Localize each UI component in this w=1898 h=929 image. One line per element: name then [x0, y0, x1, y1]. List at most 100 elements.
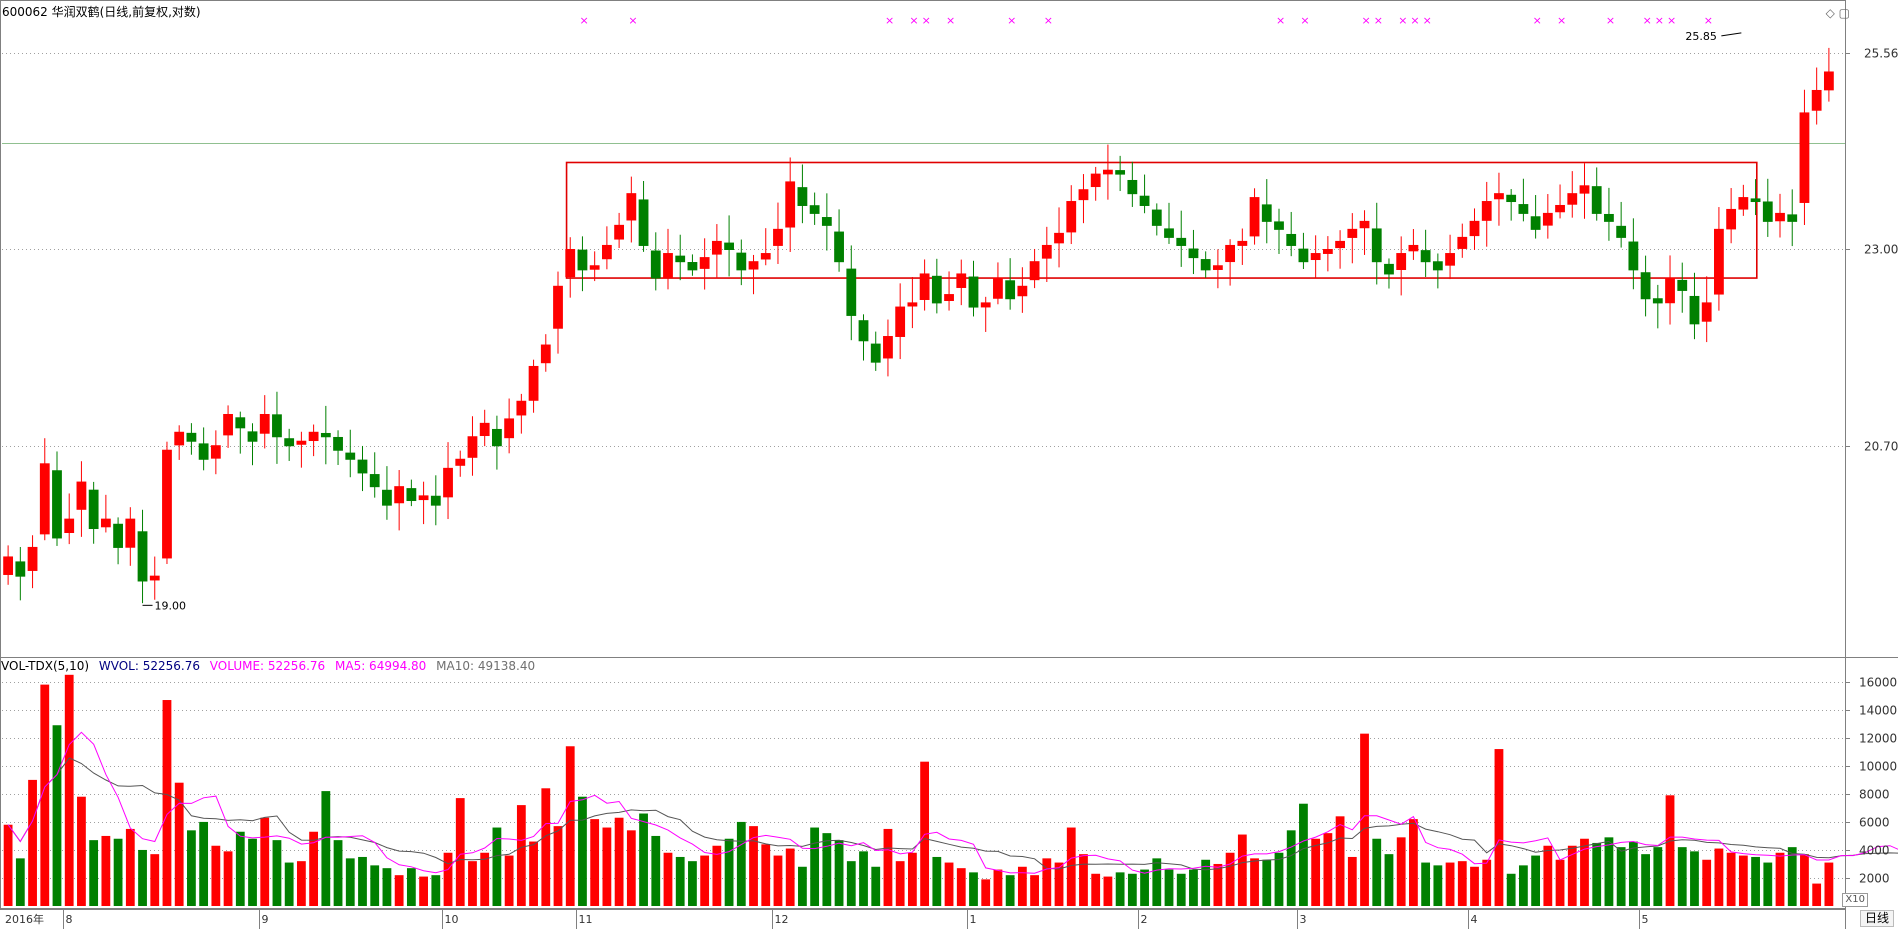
candle[interactable]: [1005, 258, 1016, 310]
candle[interactable]: [369, 452, 380, 498]
candle[interactable]: [675, 234, 686, 281]
candle[interactable]: [1078, 174, 1089, 224]
candle[interactable]: [186, 423, 197, 455]
window-controls-icon[interactable]: ◇ ▢: [1825, 6, 1850, 20]
candle[interactable]: [1359, 210, 1370, 255]
candle[interactable]: [394, 470, 405, 531]
candle[interactable]: [1261, 179, 1272, 244]
candle[interactable]: [406, 479, 417, 507]
candle[interactable]: [210, 430, 221, 475]
candle[interactable]: [956, 259, 967, 306]
candle[interactable]: [773, 202, 783, 264]
candle[interactable]: [1347, 213, 1358, 264]
candle[interactable]: [1054, 207, 1064, 268]
candle[interactable]: [785, 157, 796, 252]
candle[interactable]: [1310, 235, 1321, 278]
candle[interactable]: [601, 226, 612, 270]
candle[interactable]: [149, 556, 160, 600]
candle[interactable]: [1200, 251, 1211, 278]
candle[interactable]: [443, 442, 453, 520]
candle[interactable]: [1652, 284, 1663, 329]
candle[interactable]: [125, 507, 136, 566]
candle[interactable]: [663, 228, 673, 290]
candle[interactable]: [430, 475, 441, 526]
candle[interactable]: [162, 441, 172, 564]
candle[interactable]: [821, 193, 832, 251]
candle[interactable]: [724, 215, 734, 277]
candle[interactable]: [1090, 166, 1101, 201]
candle[interactable]: [1518, 178, 1529, 222]
candle[interactable]: [1127, 161, 1138, 207]
candle[interactable]: [528, 359, 539, 413]
candle[interactable]: [1689, 272, 1700, 340]
candle[interactable]: [993, 262, 1003, 305]
candle[interactable]: [577, 236, 588, 292]
candle[interactable]: [1469, 208, 1480, 250]
candle[interactable]: [88, 481, 99, 544]
candle[interactable]: [931, 258, 942, 314]
candle[interactable]: [980, 296, 991, 332]
candle[interactable]: [479, 409, 490, 447]
candle[interactable]: [113, 517, 123, 565]
candle[interactable]: [1787, 189, 1798, 247]
candle[interactable]: [1237, 228, 1248, 265]
candle[interactable]: [1640, 255, 1651, 317]
candle[interactable]: [1225, 239, 1236, 286]
candlestick-series[interactable]: [3, 47, 1834, 604]
candle[interactable]: [223, 405, 233, 448]
candle[interactable]: [137, 509, 148, 604]
candle[interactable]: [1799, 89, 1810, 225]
candle[interactable]: [284, 428, 295, 461]
candle[interactable]: [15, 546, 26, 601]
candle[interactable]: [1481, 181, 1492, 247]
candle[interactable]: [1494, 172, 1504, 226]
candle[interactable]: [736, 239, 747, 286]
candle[interactable]: [1738, 184, 1749, 216]
candle[interactable]: [345, 429, 356, 478]
candle[interactable]: [296, 431, 307, 468]
candle[interactable]: [809, 192, 820, 225]
candle[interactable]: [1750, 179, 1761, 216]
candle[interactable]: [1714, 207, 1724, 311]
candle[interactable]: [1762, 178, 1773, 237]
candle[interactable]: [504, 398, 515, 454]
candle[interactable]: [247, 423, 258, 466]
candle[interactable]: [1616, 201, 1627, 248]
candle[interactable]: [1823, 47, 1834, 102]
candle[interactable]: [357, 445, 368, 492]
candle[interactable]: [1371, 202, 1382, 285]
candle[interactable]: [1665, 255, 1675, 325]
candle[interactable]: [907, 276, 918, 329]
candle[interactable]: [699, 238, 710, 290]
candle[interactable]: [589, 251, 600, 282]
candle[interactable]: [1604, 187, 1614, 241]
candle[interactable]: [1041, 226, 1052, 283]
candle[interactable]: [834, 209, 844, 272]
candle[interactable]: [626, 176, 637, 243]
candle[interactable]: [516, 393, 527, 434]
candle[interactable]: [1445, 234, 1455, 280]
candle[interactable]: [1017, 267, 1028, 313]
candle[interactable]: [492, 415, 502, 470]
candle[interactable]: [1322, 236, 1333, 272]
candle[interactable]: [1029, 248, 1040, 289]
candle[interactable]: [1396, 236, 1407, 296]
candle[interactable]: [638, 180, 649, 252]
candle[interactable]: [540, 334, 551, 372]
candle[interactable]: [1164, 202, 1174, 244]
candle[interactable]: [174, 425, 185, 460]
candle[interactable]: [1555, 184, 1565, 219]
candle[interactable]: [455, 450, 466, 477]
candle[interactable]: [748, 254, 759, 295]
candle[interactable]: [320, 405, 331, 465]
candle[interactable]: [1775, 193, 1785, 238]
candle[interactable]: [382, 466, 392, 520]
candle[interactable]: [846, 245, 857, 341]
candle[interactable]: [1591, 167, 1602, 221]
candle[interactable]: [235, 411, 246, 454]
candle[interactable]: [1274, 208, 1284, 254]
candle[interactable]: [1103, 144, 1113, 200]
candle[interactable]: [39, 438, 50, 541]
candle[interactable]: [52, 451, 62, 546]
candle[interactable]: [1567, 171, 1578, 218]
